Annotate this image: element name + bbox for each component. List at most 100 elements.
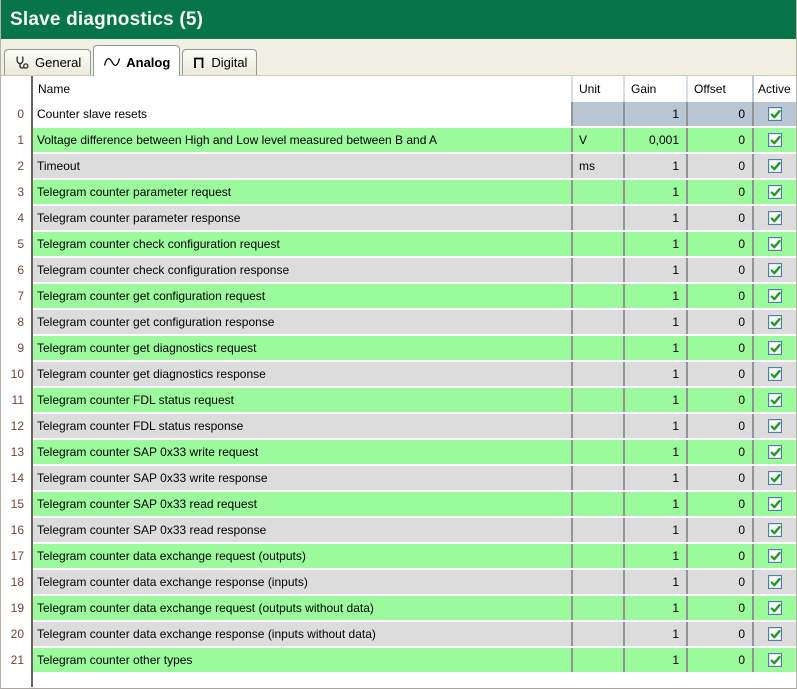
table-row[interactable]: 10 Telegram counter get diagnostics resp… (1, 362, 796, 386)
active-checkbox[interactable] (768, 289, 782, 303)
active-checkbox[interactable] (768, 237, 782, 251)
row-unit-cell[interactable] (571, 596, 623, 620)
row-offset-cell[interactable]: 0 (686, 362, 752, 386)
row-gain-cell[interactable]: 1 (623, 466, 686, 490)
row-unit-cell[interactable] (571, 102, 623, 126)
tab-analog[interactable]: Analog (93, 45, 181, 76)
table-row[interactable]: 18 Telegram counter data exchange respon… (1, 570, 796, 594)
row-unit-cell[interactable] (571, 622, 623, 646)
tab-general[interactable]: General (4, 49, 92, 75)
row-unit-cell[interactable] (571, 206, 623, 230)
table-row[interactable]: 9 Telegram counter get diagnostics reque… (1, 336, 796, 360)
row-offset-cell[interactable]: 0 (686, 570, 752, 594)
row-gain-cell[interactable]: 1 (623, 414, 686, 438)
row-offset-cell[interactable]: 0 (686, 518, 752, 542)
row-name-cell[interactable]: Telegram counter FDL status request (31, 388, 571, 412)
row-gain-cell[interactable]: 1 (623, 544, 686, 568)
active-checkbox[interactable] (768, 185, 782, 199)
row-unit-cell[interactable] (571, 440, 623, 464)
table-row[interactable]: 8 Telegram counter get configuration res… (1, 310, 796, 334)
active-checkbox[interactable] (768, 445, 782, 459)
row-offset-cell[interactable]: 0 (686, 284, 752, 308)
row-name-cell[interactable]: Telegram counter data exchange response … (31, 622, 571, 646)
row-unit-cell[interactable] (571, 570, 623, 594)
active-checkbox[interactable] (768, 575, 782, 589)
row-name-cell[interactable]: Telegram counter parameter request (31, 180, 571, 204)
row-offset-cell[interactable]: 0 (686, 492, 752, 516)
row-name-cell[interactable]: Telegram counter get diagnostics request (31, 336, 571, 360)
row-offset-cell[interactable]: 0 (686, 336, 752, 360)
row-name-cell[interactable]: Telegram counter SAP 0x33 read response (31, 518, 571, 542)
row-name-cell[interactable]: Telegram counter check configuration req… (31, 232, 571, 256)
row-unit-cell[interactable] (571, 284, 623, 308)
row-gain-cell[interactable]: 1 (623, 518, 686, 542)
table-row[interactable]: 15 Telegram counter SAP 0x33 read reques… (1, 492, 796, 516)
table-row[interactable]: 5 Telegram counter check configuration r… (1, 232, 796, 256)
active-checkbox[interactable] (768, 393, 782, 407)
active-checkbox[interactable] (768, 653, 782, 667)
table-row[interactable]: 14 Telegram counter SAP 0x33 write respo… (1, 466, 796, 490)
row-unit-cell[interactable]: ms (571, 154, 623, 178)
table-row[interactable]: 2 Timeout ms 1 0 (1, 154, 796, 178)
active-checkbox[interactable] (768, 263, 782, 277)
row-offset-cell[interactable]: 0 (686, 128, 752, 152)
active-checkbox[interactable] (768, 341, 782, 355)
row-gain-cell[interactable]: 1 (623, 362, 686, 386)
row-offset-cell[interactable]: 0 (686, 258, 752, 282)
row-gain-cell[interactable]: 1 (623, 336, 686, 360)
row-offset-cell[interactable]: 0 (686, 310, 752, 334)
row-name-cell[interactable]: Telegram counter get configuration reque… (31, 284, 571, 308)
table-row[interactable]: 19 Telegram counter data exchange reques… (1, 596, 796, 620)
row-unit-cell[interactable] (571, 258, 623, 282)
row-name-cell[interactable]: Telegram counter get diagnostics respons… (31, 362, 571, 386)
table-row[interactable]: 4 Telegram counter parameter response 1 … (1, 206, 796, 230)
row-gain-cell[interactable]: 1 (623, 440, 686, 464)
row-unit-cell[interactable] (571, 466, 623, 490)
active-checkbox[interactable] (768, 211, 782, 225)
table-row[interactable]: 1 Voltage difference between High and Lo… (1, 128, 796, 152)
active-checkbox[interactable] (768, 497, 782, 511)
row-offset-cell[interactable]: 0 (686, 102, 752, 126)
table-row[interactable]: 20 Telegram counter data exchange respon… (1, 622, 796, 646)
row-name-cell[interactable]: Counter slave resets (31, 102, 571, 126)
row-name-cell[interactable]: Telegram counter data exchange response … (31, 570, 571, 594)
row-offset-cell[interactable]: 0 (686, 596, 752, 620)
table-row[interactable]: 3 Telegram counter parameter request 1 0 (1, 180, 796, 204)
row-name-cell[interactable]: Telegram counter SAP 0x33 read request (31, 492, 571, 516)
table-row[interactable]: 0 Counter slave resets 1 0 (1, 102, 796, 126)
row-gain-cell[interactable]: 1 (623, 648, 686, 672)
active-checkbox[interactable] (768, 471, 782, 485)
row-name-cell[interactable]: Telegram counter data exchange request (… (31, 596, 571, 620)
row-unit-cell[interactable] (571, 414, 623, 438)
table-row[interactable]: 7 Telegram counter get configuration req… (1, 284, 796, 308)
row-gain-cell[interactable]: 1 (623, 180, 686, 204)
active-checkbox[interactable] (768, 315, 782, 329)
row-offset-cell[interactable]: 0 (686, 622, 752, 646)
row-name-cell[interactable]: Telegram counter other types (31, 648, 571, 672)
row-gain-cell[interactable]: 1 (623, 102, 686, 126)
row-gain-cell[interactable]: 1 (623, 492, 686, 516)
active-checkbox[interactable] (768, 159, 782, 173)
row-offset-cell[interactable]: 0 (686, 414, 752, 438)
row-name-cell[interactable]: Telegram counter check configuration res… (31, 258, 571, 282)
active-checkbox[interactable] (768, 367, 782, 381)
row-unit-cell[interactable]: V (571, 128, 623, 152)
row-offset-cell[interactable]: 0 (686, 544, 752, 568)
tab-digital[interactable]: Digital (182, 49, 258, 75)
row-name-cell[interactable]: Telegram counter SAP 0x33 write request (31, 440, 571, 464)
row-unit-cell[interactable] (571, 648, 623, 672)
active-checkbox[interactable] (768, 107, 782, 121)
table-row[interactable]: 11 Telegram counter FDL status request 1… (1, 388, 796, 412)
row-unit-cell[interactable] (571, 544, 623, 568)
row-name-cell[interactable]: Telegram counter data exchange request (… (31, 544, 571, 568)
active-checkbox[interactable] (768, 627, 782, 641)
row-gain-cell[interactable]: 1 (623, 232, 686, 256)
table-row[interactable]: 12 Telegram counter FDL status response … (1, 414, 796, 438)
active-checkbox[interactable] (768, 549, 782, 563)
row-gain-cell[interactable]: 1 (623, 388, 686, 412)
row-unit-cell[interactable] (571, 310, 623, 334)
row-unit-cell[interactable] (571, 336, 623, 360)
row-gain-cell[interactable]: 1 (623, 284, 686, 308)
row-name-cell[interactable]: Timeout (31, 154, 571, 178)
active-checkbox[interactable] (768, 601, 782, 615)
